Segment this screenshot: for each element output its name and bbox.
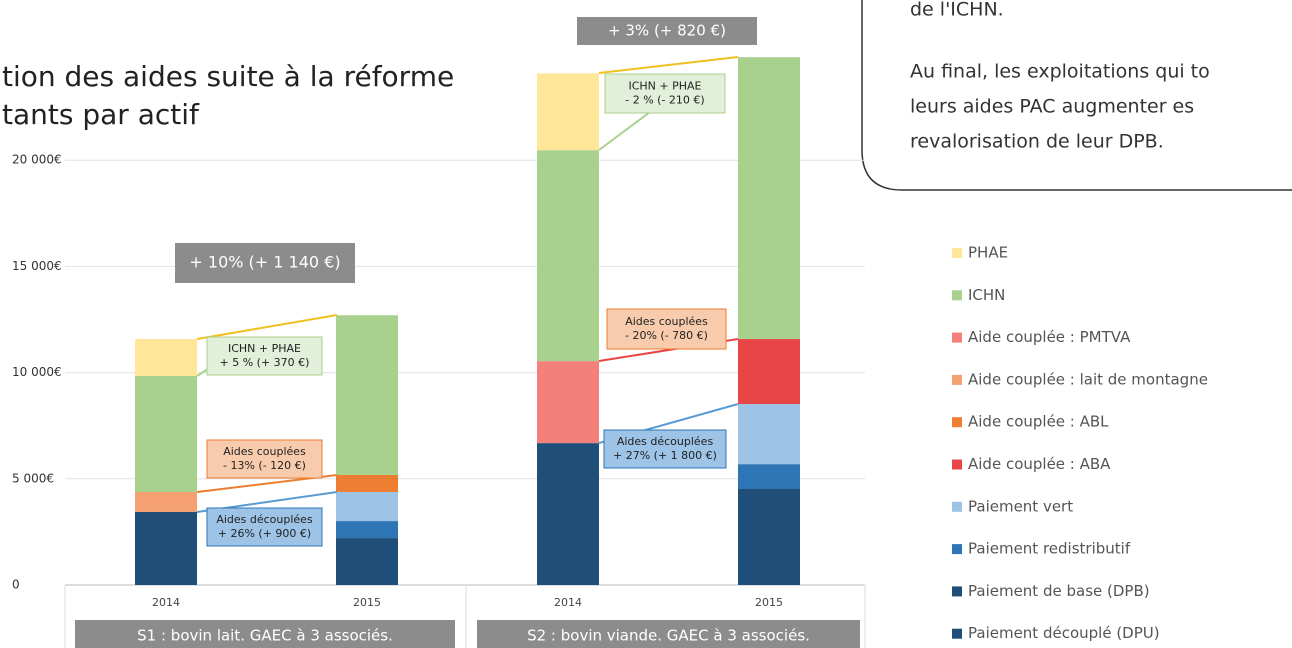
annotation-box <box>206 336 323 376</box>
bar-segment <box>336 521 398 539</box>
annotation-text: ICHN + PHAE <box>228 342 301 355</box>
legend-label: Paiement découplé (DPU) <box>968 624 1160 642</box>
bar-segment <box>537 443 599 585</box>
bar-segment <box>135 491 197 512</box>
annotation-box <box>606 308 727 350</box>
legend-swatch <box>952 501 962 512</box>
connector <box>196 314 338 340</box>
connector <box>598 56 739 74</box>
bar-segment <box>738 464 800 489</box>
annotation-box <box>206 439 323 479</box>
y-tick-label: 15 000€ <box>12 259 62 273</box>
annotation-text: ICHN + PHAE <box>628 80 701 93</box>
group-label-box <box>75 620 455 648</box>
annotation-box <box>577 17 757 45</box>
y-tick-label: 5 000€ <box>12 471 54 485</box>
note-line: Au final, les exploitations qui to <box>910 61 1210 83</box>
group-label-box <box>477 620 860 648</box>
bar-segment <box>135 511 197 585</box>
legend-swatch <box>952 248 962 258</box>
annotation-box <box>604 73 726 114</box>
bar-segment <box>336 491 398 522</box>
bar-segment <box>738 404 800 465</box>
annotation-box <box>175 243 355 283</box>
legend-swatch <box>952 374 962 385</box>
annotation-text: + 26% (+ 900 €) <box>218 527 311 540</box>
annotation-text: Aides couplées <box>625 315 708 328</box>
title-line: tants par actif <box>2 98 200 131</box>
y-tick-label: 0 <box>12 578 20 592</box>
annotation-text: + 3% (+ 820 €) <box>608 22 726 40</box>
legend-swatch <box>952 417 962 428</box>
bar-segment <box>537 361 599 444</box>
annotation-box <box>206 507 323 547</box>
note-line: revalorisation de leur DPB. <box>910 131 1164 153</box>
note-line: leurs aides PAC augmenter es <box>910 96 1194 118</box>
legend-label: Aide couplée : ABL <box>968 413 1109 431</box>
legend-label: Paiement de base (DPB) <box>968 582 1150 600</box>
bar-segment <box>537 150 599 362</box>
legend-label: Aide couplée : PMTVA <box>968 328 1131 346</box>
annotation-box <box>603 429 727 469</box>
annotation-text: Aides découplées <box>617 435 714 448</box>
x-tick-label: 2015 <box>755 596 783 609</box>
note-box <box>861 0 1292 191</box>
title-line: tion des aides suite à la réforme <box>2 60 454 93</box>
y-tick-label: 10 000€ <box>12 365 62 379</box>
legend-swatch <box>952 459 962 470</box>
bar-segment <box>336 474 398 492</box>
annotation-text: + 10% (+ 1 140 €) <box>189 253 340 272</box>
group-label: S2 : bovin viande. GAEC à 3 associés. <box>527 627 810 645</box>
legend-swatch <box>952 290 962 301</box>
note-line: de l'ICHN. <box>910 0 1004 21</box>
annotation-text: - 2 % (- 210 €) <box>625 94 704 107</box>
legend-label: PHAE <box>968 244 1008 262</box>
annotation-text: + 27% (+ 1 800 €) <box>613 449 717 462</box>
connector <box>598 111 651 151</box>
x-tick-label: 2015 <box>353 596 381 609</box>
bar-segment <box>135 375 197 492</box>
bar-segment <box>135 339 197 376</box>
x-tick-label: 2014 <box>152 596 180 609</box>
annotation-text: Aides découplées <box>216 513 313 526</box>
legend-swatch <box>952 628 962 639</box>
legend-label: Paiement vert <box>968 497 1073 515</box>
x-tick-label: 2014 <box>554 596 582 609</box>
legend-label: ICHN <box>968 286 1005 304</box>
annotation-text: + 5 % (+ 370 €) <box>220 356 310 369</box>
bar-segment <box>738 57 800 340</box>
bar-segment <box>738 488 800 585</box>
bar-segment <box>738 339 800 405</box>
annotation-text: - 20% (- 780 €) <box>625 329 708 342</box>
legend-swatch <box>952 332 962 343</box>
annotation-text: - 13% (- 120 €) <box>223 459 306 472</box>
bar-segment <box>336 538 398 585</box>
legend-swatch <box>952 586 962 597</box>
bar-segment <box>336 315 398 475</box>
legend-swatch <box>952 544 962 555</box>
legend-label: Aide couplée : ABA <box>968 455 1111 473</box>
y-tick-label: 20 000€ <box>12 153 62 167</box>
legend-label: Paiement redistributif <box>968 540 1131 558</box>
group-label: S1 : bovin lait. GAEC à 3 associés. <box>137 627 393 645</box>
bar-segment <box>537 73 599 151</box>
legend-label: Aide couplée : lait de montagne <box>968 370 1208 388</box>
annotation-text: Aides couplées <box>223 445 306 458</box>
